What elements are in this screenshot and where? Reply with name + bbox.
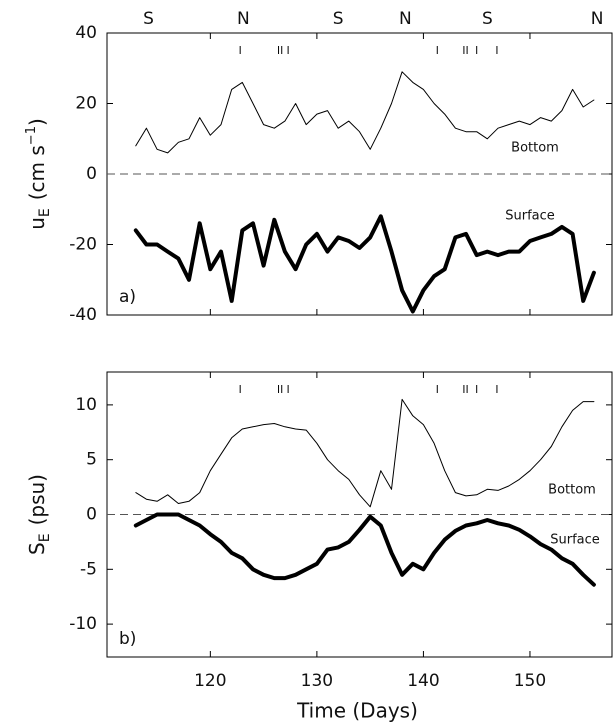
series-label: Bottom xyxy=(548,483,596,498)
tide-label: N xyxy=(399,9,412,29)
y-tick-label: -20 xyxy=(69,235,97,255)
tide-label: S xyxy=(333,9,344,29)
data-line xyxy=(133,512,596,587)
series-label: Bottom xyxy=(511,141,559,156)
panel-label: a) xyxy=(119,287,136,307)
y-axis-label-part: (psu) xyxy=(25,474,49,525)
x-tick-label: 130 xyxy=(301,671,333,691)
tide-label: S xyxy=(482,9,493,29)
y-tick-label: 20 xyxy=(75,94,97,114)
data-line xyxy=(133,214,596,314)
x-tick-label: 140 xyxy=(407,671,439,691)
y-tick-label: 0 xyxy=(86,164,97,184)
y-tick-label: 10 xyxy=(75,395,97,415)
tide-label: N xyxy=(591,9,604,29)
x-axis-label: Time (Days) xyxy=(296,699,418,723)
y-tick-label: -5 xyxy=(80,559,97,579)
y-axis-label-part: E xyxy=(37,533,53,542)
y-axis-label-part: (cm s xyxy=(25,145,49,200)
series-label: Surface xyxy=(550,533,600,548)
y-tick-label: -10 xyxy=(69,614,97,634)
y-tick-label: 5 xyxy=(86,450,97,470)
tide-label: S xyxy=(143,9,154,29)
data-line xyxy=(135,71,595,154)
x-tick-label: 120 xyxy=(194,671,226,691)
y-tick-label: 0 xyxy=(86,505,97,525)
y-axis-label: SE (psu) xyxy=(25,474,54,555)
y-axis-label: uE (cm s−1) xyxy=(24,118,54,230)
series-label: Surface xyxy=(505,209,555,224)
y-axis-label-part: S xyxy=(25,542,49,555)
panel-label: b) xyxy=(119,629,136,649)
tide-label: N xyxy=(237,9,250,29)
y-axis-label-part: E xyxy=(37,208,53,217)
data-line xyxy=(135,398,595,508)
y-tick-label: 40 xyxy=(75,23,97,43)
y-axis-label-part: u xyxy=(25,217,49,230)
y-tick-label: -40 xyxy=(69,305,97,325)
y-axis-label-part: −1 xyxy=(24,126,39,145)
y-axis-label-part: ) xyxy=(25,118,49,126)
x-tick-label: 150 xyxy=(514,671,546,691)
